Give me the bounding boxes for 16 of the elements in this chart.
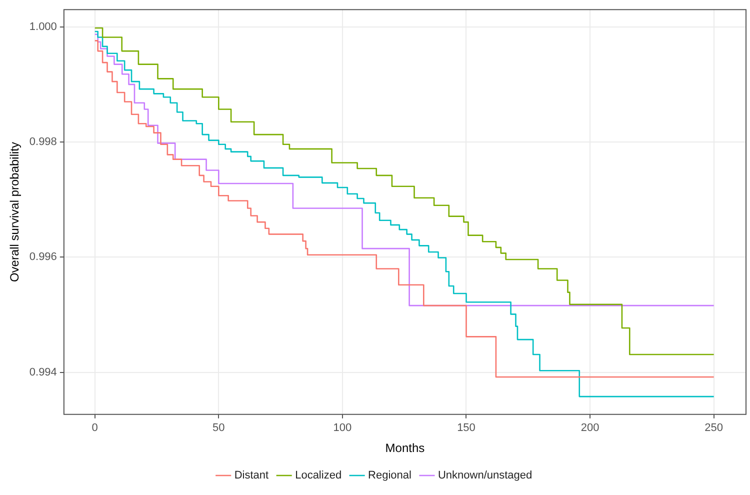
x-tick-label: 150 (457, 422, 476, 434)
y-tick-label: 1.000 (29, 20, 57, 33)
x-tick-label: 0 (92, 422, 98, 434)
legend-label: Unknown/unstaged (438, 470, 532, 482)
x-tick-label: 200 (580, 422, 600, 434)
y-axis-title: Overall survival probability (8, 142, 22, 282)
y-tick-label: 0.996 (29, 251, 57, 264)
legend-label: Regional (368, 470, 412, 482)
legend-label: Localized (295, 470, 342, 482)
legend-label: Distant (234, 470, 269, 482)
x-tick-label: 100 (333, 422, 352, 434)
y-tick-label: 0.998 (29, 136, 57, 148)
x-tick-label: 250 (704, 422, 723, 434)
y-tick-label: 0.994 (29, 366, 57, 378)
x-axis-title: Months (385, 441, 425, 456)
x-tick-label: 50 (212, 422, 225, 434)
